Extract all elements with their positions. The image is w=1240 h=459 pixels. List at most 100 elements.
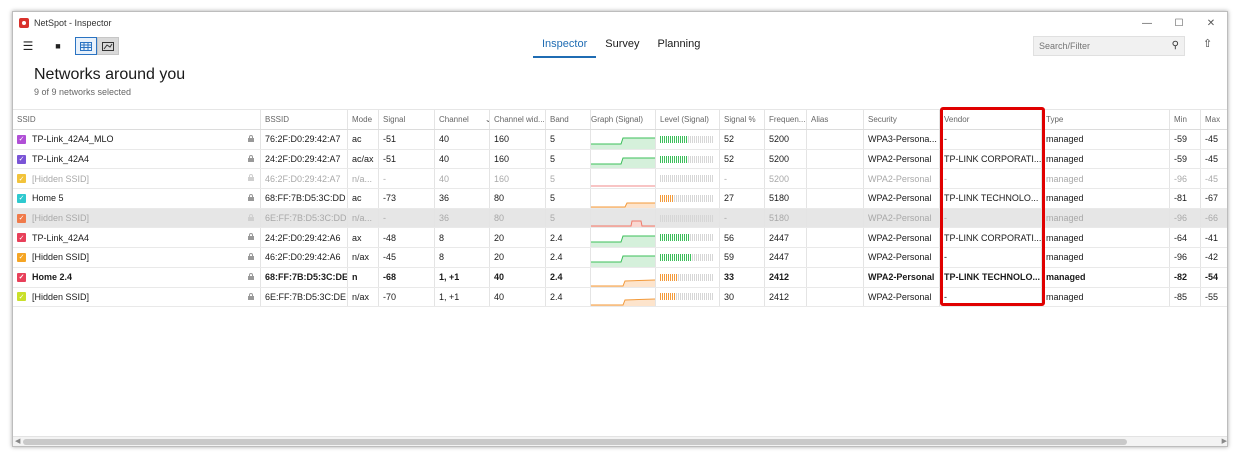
max-cell: -67 (1201, 189, 1227, 208)
min-cell: -85 (1170, 287, 1201, 307)
minimize-button[interactable]: — (1142, 17, 1152, 29)
level-segment (660, 293, 661, 301)
signal-level-bar (660, 194, 713, 202)
security-cell: WPA2-Personal (864, 149, 940, 169)
network-checkbox[interactable]: ✓ (17, 134, 26, 144)
column-header-mode[interactable]: Mode (348, 110, 379, 129)
column-header-max[interactable]: Max (1201, 110, 1227, 129)
table-row[interactable]: ✓ [Hidden SSID] 6E:FF:7B:D5:3C:DE n/ax -70 1,… (13, 287, 1227, 308)
level-segment (672, 194, 673, 202)
tab-planning[interactable]: Planning (657, 38, 701, 50)
hamburger-icon[interactable]: ☰ (22, 39, 34, 53)
chart-view-button[interactable] (97, 37, 119, 55)
column-header-channel-width[interactable]: Channel wid... (490, 110, 546, 129)
stop-icon[interactable]: ■ (55, 41, 61, 51)
table-view-button[interactable] (75, 37, 97, 55)
column-header-band[interactable]: Band (546, 110, 591, 129)
tab-inspector[interactable]: Inspector (533, 34, 597, 58)
max-value: -45 (1205, 134, 1219, 145)
sort-chevron-down-icon[interactable]: ⌄ (485, 115, 489, 124)
window-controls: — ☐ ✕ (1131, 12, 1227, 34)
column-header-frequency[interactable]: Frequen... (765, 110, 807, 129)
column-header-channel[interactable]: Channel ⌄ (435, 110, 490, 129)
security-cell: WPA2-Personal (864, 169, 940, 189)
network-checkbox[interactable]: ✓ (17, 154, 26, 164)
level-segment (686, 293, 687, 301)
column-header-bssid[interactable]: BSSID (261, 110, 348, 129)
network-checkbox[interactable]: ✓ (17, 233, 26, 243)
level-segment (712, 234, 713, 242)
level-segment (664, 293, 665, 301)
close-button[interactable]: ✕ (1206, 17, 1216, 29)
scrollbar-thumb[interactable] (23, 439, 1127, 445)
scroll-left-icon[interactable]: ◀ (15, 438, 21, 445)
max-cell: -66 (1201, 209, 1227, 228)
network-checkbox[interactable]: ✓ (17, 213, 26, 223)
table-row[interactable]: ✓ [Hidden SSID] 6E:FF:7B:D5:3C:DD n/a... -36… (13, 208, 1227, 229)
bssid-cell: 68:FF:7B:D5:3C:DD (261, 189, 348, 208)
level-segment (678, 253, 679, 261)
column-header-vendor[interactable]: Vendor (940, 110, 1042, 129)
mode-cell: n/ax (348, 248, 379, 267)
column-header-alias[interactable]: Alias (807, 110, 864, 129)
tab-survey[interactable]: Survey (605, 38, 640, 50)
lock-icon (248, 135, 254, 142)
signal-percent-cell: 52 (720, 130, 765, 149)
column-header-signal-percent[interactable]: Signal % (720, 110, 765, 129)
table-row[interactable]: ✓ Home 5 68:FF:7B:D5:3C:DD ac -73 36 80 5 27 5180… (13, 189, 1227, 209)
bssid-value: 24:2F:D0:29:42:A7 (265, 154, 341, 165)
column-header-label: Vendor (944, 115, 970, 124)
vendor-cell: - (940, 287, 1042, 307)
column-header-security[interactable]: Security (864, 110, 940, 129)
level-segment (688, 253, 689, 261)
sparkline-line (591, 298, 655, 306)
search-input[interactable] (1039, 41, 1169, 51)
column-header-graph[interactable]: Graph (Signal) (591, 110, 656, 129)
horizontal-scrollbar[interactable]: ◀ ▶ (13, 436, 1227, 446)
table-row[interactable]: ✓ [Hidden SSID] 46:2F:D0:29:42:A7 n/a... -40… (13, 169, 1227, 190)
max-value: -45 (1205, 173, 1219, 184)
column-header-type[interactable]: Type (1042, 110, 1170, 129)
table-row[interactable]: ✓ TP-Link_42A4 24:2F:D0:29:42:A7 ac/ax -51 40… (13, 149, 1227, 170)
ssid-cell: ✓ TP-Link_42A4 (13, 149, 261, 169)
level-segment (688, 273, 689, 281)
level-segment (670, 253, 671, 261)
level-segment (686, 155, 687, 163)
signal-percent-value: 56 (724, 232, 735, 243)
table-row[interactable]: ✓ [Hidden SSID] 46:2F:D0:29:42:A6 n/ax -45 8 2… (13, 248, 1227, 268)
level-segment (676, 155, 677, 163)
level-segment (688, 135, 689, 143)
maximize-button[interactable]: ☐ (1174, 17, 1184, 29)
level-segment (694, 194, 695, 202)
network-checkbox[interactable]: ✓ (17, 272, 26, 282)
share-icon[interactable]: ⇧ (1203, 38, 1213, 50)
level-segment (690, 155, 691, 163)
level-segment (682, 155, 683, 163)
search-icon[interactable]: ⚲ (1171, 40, 1179, 51)
level-segment (698, 135, 699, 143)
network-checkbox[interactable]: ✓ (17, 252, 26, 262)
column-header-signal[interactable]: Signal (379, 110, 435, 129)
vendor-value: TP-LINK CORPORATI... (944, 232, 1042, 243)
max-cell: -55 (1201, 288, 1227, 307)
level-segment (704, 155, 705, 163)
scroll-right-icon[interactable]: ▶ (1221, 438, 1227, 445)
table-row[interactable]: ✓ Home 2.4 68:FF:7B:D5:3C:DE n -68 1, +1 40 2.4… (13, 267, 1227, 288)
bssid-value: 24:2F:D0:29:42:A6 (265, 232, 341, 243)
lock-icon (248, 272, 254, 280)
level-segment (660, 194, 661, 202)
column-header-level[interactable]: Level (Signal) (656, 110, 720, 129)
table-row[interactable]: ✓ TP-Link_42A4_MLO 76:2F:D0:29:42:A7 ac -51 4… (13, 130, 1227, 150)
column-header-min[interactable]: Min (1170, 110, 1201, 129)
table-row[interactable]: ✓ TP-Link_42A4 24:2F:D0:29:42:A6 ax -48 8 20 2.… (13, 228, 1227, 249)
sparkline-area (591, 220, 655, 228)
network-checkbox[interactable]: ✓ (17, 174, 26, 184)
network-checkbox[interactable]: ✓ (17, 193, 26, 203)
sparkline-area (591, 255, 655, 267)
lock-icon (248, 233, 254, 241)
level-cell (656, 287, 720, 307)
level-segment (674, 155, 675, 163)
level-segment (680, 293, 681, 301)
network-checkbox[interactable]: ✓ (17, 292, 26, 302)
column-header-ssid[interactable]: SSID (13, 110, 261, 129)
